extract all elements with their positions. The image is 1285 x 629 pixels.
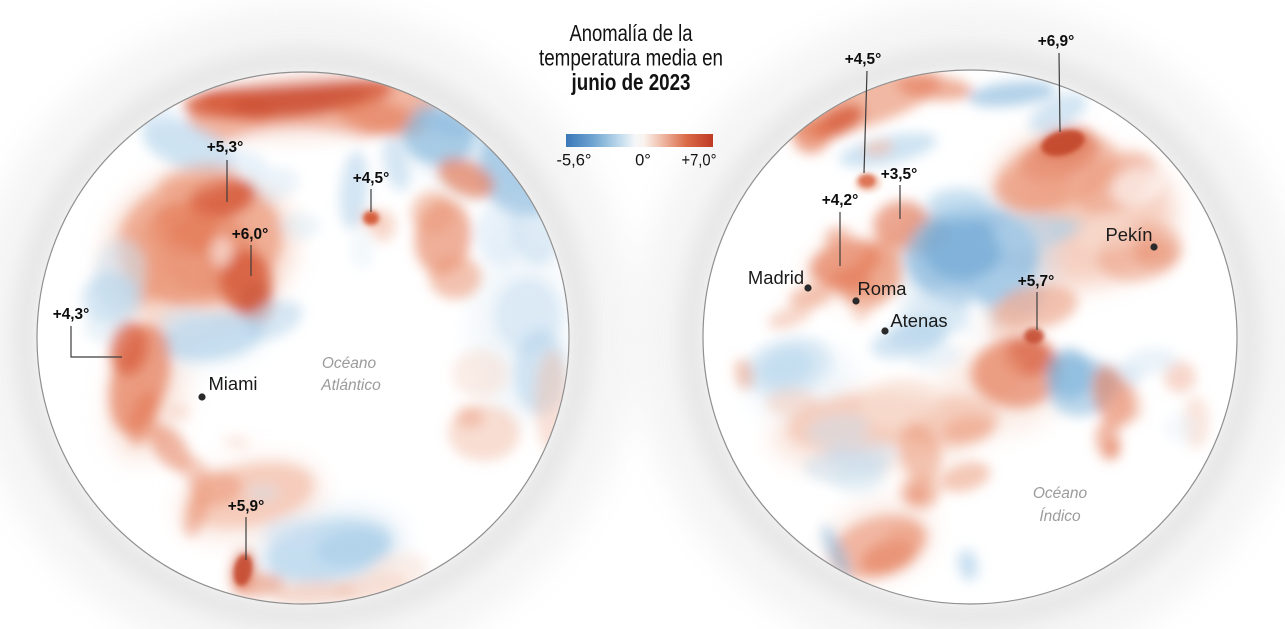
svg-text:0°: 0° xyxy=(635,152,651,170)
svg-text:Anomalía de la: Anomalía de la xyxy=(570,20,693,46)
svg-text:+7,0°: +7,0° xyxy=(682,152,717,170)
svg-text:+5,9°: +5,9° xyxy=(228,498,265,515)
svg-text:Índico: Índico xyxy=(1039,508,1081,525)
svg-text:Miami: Miami xyxy=(208,373,257,394)
svg-text:+5,7°: +5,7° xyxy=(1018,273,1055,290)
svg-text:Atenas: Atenas xyxy=(890,310,947,331)
svg-text:Océano: Océano xyxy=(322,355,377,372)
svg-text:junio de 2023: junio de 2023 xyxy=(571,69,691,95)
svg-text:+4,5°: +4,5° xyxy=(845,51,882,68)
svg-text:Atlántico: Atlántico xyxy=(320,377,381,394)
svg-text:temperatura media en: temperatura media en xyxy=(539,45,723,71)
svg-text:-5,6°: -5,6° xyxy=(556,152,591,170)
svg-text:+4,2°: +4,2° xyxy=(822,192,859,209)
svg-text:Roma: Roma xyxy=(857,278,907,299)
svg-text:Pekín: Pekín xyxy=(1105,224,1152,245)
svg-text:+3,5°: +3,5° xyxy=(881,166,918,183)
svg-text:Madrid: Madrid xyxy=(748,267,804,288)
svg-text:+5,3°: +5,3° xyxy=(207,139,244,156)
svg-text:+4,3°: +4,3° xyxy=(53,306,90,323)
svg-text:+6,0°: +6,0° xyxy=(232,226,269,243)
svg-text:+6,9°: +6,9° xyxy=(1038,33,1075,50)
svg-text:+4,5°: +4,5° xyxy=(353,170,390,187)
svg-text:Océano: Océano xyxy=(1033,485,1088,502)
